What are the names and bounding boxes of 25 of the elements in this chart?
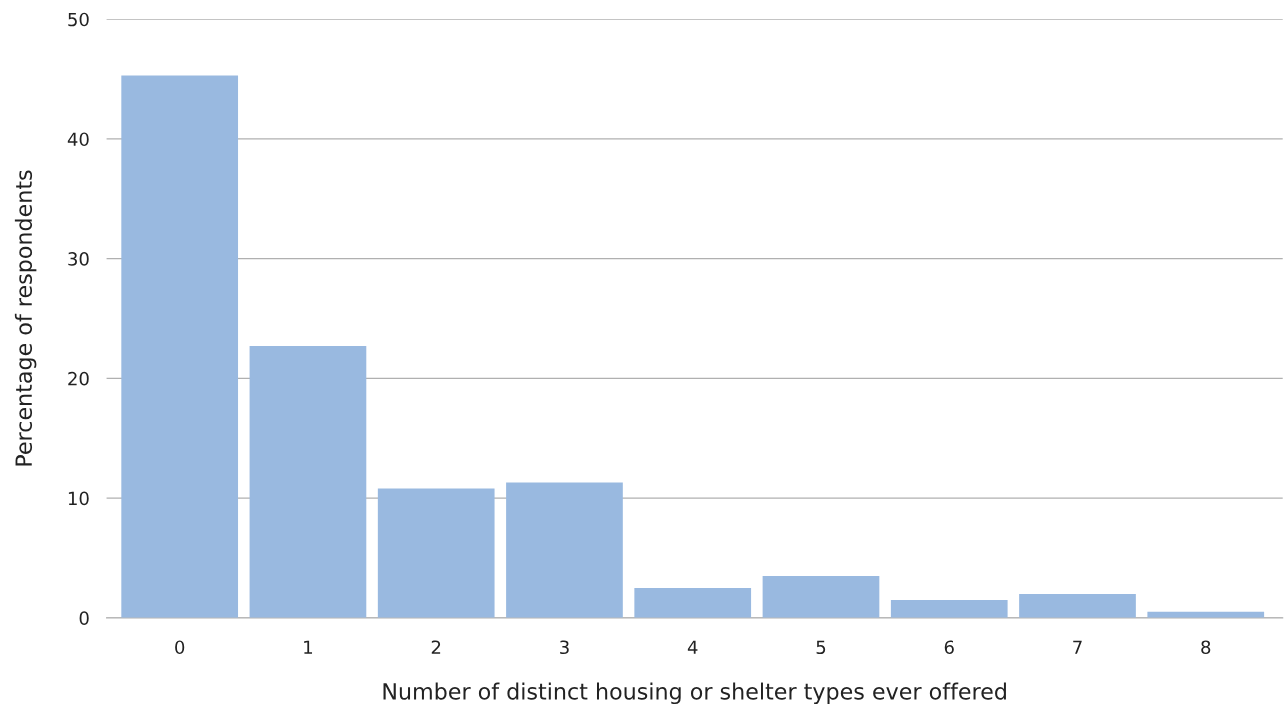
x-tick-label: 2 [431, 640, 441, 654]
y-tick-label: 20 [68, 371, 89, 386]
y-tick-label: 50 [68, 12, 89, 27]
y-tick-label: 30 [68, 252, 89, 266]
x-tick-label: 4 [687, 640, 698, 654]
y-axis-title: Percentage of respondents [14, 170, 37, 466]
bar [377, 488, 495, 618]
y-tick-label: 40 [67, 132, 89, 147]
bar [762, 575, 880, 618]
y-tick-label: 10 [68, 491, 89, 506]
x-axis-title: Number of distinct housing or shelter types ever offered [383, 682, 1006, 705]
x-tick-label: 3 [560, 640, 569, 655]
y-tick-label: 0 [79, 611, 89, 625]
bar [1019, 593, 1136, 618]
bar [634, 587, 752, 618]
bar [249, 346, 367, 618]
x-tick-label: 6 [944, 640, 954, 655]
x-tick-label: 8 [1201, 640, 1211, 655]
x-tick-label: 1 [304, 640, 313, 654]
x-tick-label: 5 [816, 640, 826, 655]
x-tick-label: 0 [175, 640, 185, 655]
bar [890, 599, 1008, 618]
x-tick-label: 7 [1073, 640, 1082, 654]
bar [121, 75, 239, 618]
bar [506, 482, 623, 618]
